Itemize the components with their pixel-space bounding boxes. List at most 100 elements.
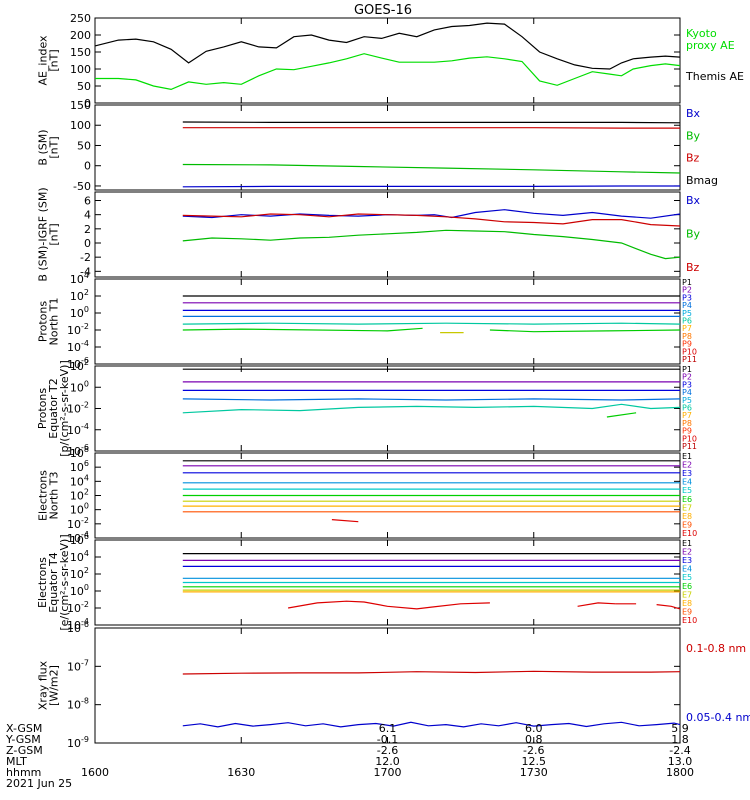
legend-entry: P9	[682, 340, 692, 349]
legend-entry: Bx	[686, 194, 701, 207]
series-line-P5	[182, 322, 681, 325]
y-tick-label: 50	[77, 80, 91, 93]
y-axis-label: North T3	[48, 472, 61, 520]
y-tick-label: 4	[84, 209, 91, 222]
legend-entry: E7	[682, 590, 692, 599]
series-line-P6	[182, 327, 423, 332]
x-axis-row-label: MLT	[6, 755, 27, 768]
y-tick-label: 0	[84, 160, 91, 173]
series-line-P5	[182, 403, 681, 414]
y-tick-label: 10-9	[67, 735, 89, 750]
legend-entry: E10	[682, 529, 697, 538]
x-tick-label: 0.8	[525, 733, 543, 746]
x-tick-label: 13.0	[668, 755, 693, 768]
legend-entry: P6	[682, 317, 692, 326]
y-tick-label: 50	[77, 139, 91, 152]
series-line-E10b	[577, 602, 616, 607]
legend-entry: 0.1-0.8 nm	[686, 642, 746, 655]
legend-entry: Bz	[686, 152, 700, 165]
y-tick-label: 106	[70, 459, 89, 474]
y-tick-label: 10-6	[67, 356, 89, 371]
legend-entry: By	[686, 129, 701, 142]
legend-entry: E6	[682, 582, 692, 591]
series-line-P4	[182, 398, 681, 401]
legend-entry: E10	[682, 616, 697, 625]
y-tick-label: 10-8	[67, 697, 89, 712]
x-tick-label: 1.8	[671, 733, 689, 746]
x-axis-row-label: 2021 Jun 25	[6, 777, 72, 790]
x-axis-row-label: X-GSM	[6, 722, 42, 735]
x-tick-label: 1700	[374, 766, 402, 779]
legend-entry: P2	[682, 373, 692, 382]
legend-entry: Bmag	[686, 174, 718, 187]
legend-entry: P3	[682, 380, 692, 389]
legend-entry: E4	[682, 478, 692, 487]
legend-entry: E5	[682, 486, 692, 495]
y-axis-label: Electrons	[36, 557, 49, 608]
legend-entry: E1	[682, 452, 692, 461]
y-tick-label: -50	[73, 180, 91, 193]
legend-entry: E4	[682, 565, 692, 574]
y-tick-label: 104	[70, 473, 89, 488]
y-tick-label: 10-2	[67, 401, 89, 416]
plot-title: GOES-16	[354, 3, 412, 18]
legend-entry: P6	[682, 404, 692, 413]
legend-entry: E6	[682, 495, 692, 504]
y-axis-label: Xray flux	[37, 660, 50, 710]
y-axis-label: B (SM)-IGRF (SM)	[37, 187, 50, 281]
y-axis-label: Electrons	[37, 470, 50, 521]
legend-entry: E8	[682, 512, 692, 521]
panel-frame	[94, 278, 681, 365]
legend-entry: P1	[682, 278, 692, 287]
y-tick-label: 104	[70, 271, 89, 286]
legend-entry: 0.05-0.4 nm	[686, 711, 750, 724]
legend-entry: P10	[682, 347, 697, 356]
legend-entry: E2	[682, 461, 692, 470]
y-tick-label: 10-4	[67, 530, 89, 545]
legend-entry: P8	[682, 419, 692, 428]
y-tick-label: 2	[84, 223, 91, 236]
legend-entry: Bz	[686, 261, 700, 274]
series-line-E10d	[656, 604, 681, 610]
y-tick-label: 102	[70, 288, 89, 303]
x-axis-row-label: Z-GSM	[6, 744, 43, 757]
series-line-By	[182, 229, 681, 260]
x-tick-label: 1600	[81, 766, 109, 779]
x-tick-label: 5.9	[671, 722, 689, 735]
series-line-Kyoto proxy AE	[95, 53, 681, 91]
y-tick-label: 10-6	[67, 620, 89, 635]
series-line-Themis AE	[94, 22, 681, 70]
x-axis-row-label: hhmm	[6, 766, 41, 779]
y-tick-label: 10-4	[67, 617, 89, 632]
y-tick-label: 102	[70, 488, 89, 503]
legend-entry: P5	[682, 309, 692, 318]
legend-entry: E3	[682, 556, 692, 565]
y-tick-label: 100	[70, 305, 89, 320]
y-axis-label: [nT]	[48, 136, 61, 158]
x-tick-label: 12.0	[375, 755, 400, 768]
legend-entry: P8	[682, 332, 692, 341]
legend-entry: P1	[682, 365, 692, 374]
legend-entry: E3	[682, 469, 692, 478]
y-tick-label: 10-7	[67, 658, 89, 673]
y-axis-label: [nT]	[48, 223, 61, 245]
y-tick-label: 200	[70, 29, 91, 42]
legend-entry: P4	[682, 301, 692, 310]
x-axis-row-label: Y-GSM	[5, 733, 41, 746]
series-line-P6b	[489, 329, 681, 333]
y-tick-label: 0	[84, 237, 91, 250]
y-axis-label: Protons	[37, 301, 50, 342]
x-tick-label: -2.4	[669, 744, 690, 757]
legend-entry: P9	[682, 427, 692, 436]
panel-frame	[94, 191, 681, 278]
series-line-By	[182, 163, 681, 174]
x-tick-label: 1730	[520, 766, 548, 779]
panel-0: 0 50 100 150 200 250 AE_index[nT]	[37, 12, 681, 110]
x-tick-label: 12.5	[522, 755, 547, 768]
x-tick-label: 6.0	[525, 722, 543, 735]
y-axis-label: [e/(cm²-s-sr-keV)]	[58, 534, 71, 630]
y-axis-label: Equator T2	[47, 378, 60, 438]
